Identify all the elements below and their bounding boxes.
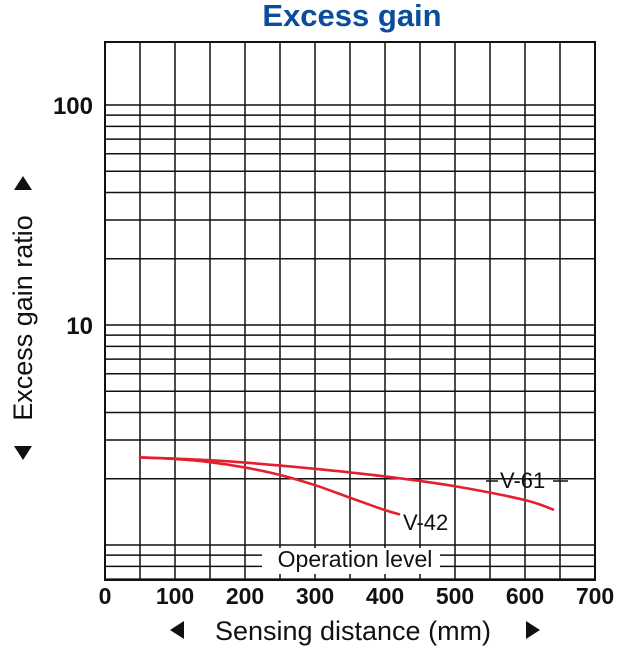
x-axis-title: Sensing distance (mm): [170, 616, 540, 646]
x-tick-label: 300: [296, 583, 334, 609]
plot-frame: [104, 41, 596, 581]
operation-level-label-bg: [262, 548, 440, 574]
series-label-v-61: V-61: [500, 468, 545, 493]
x-tick-label: 700: [576, 583, 614, 609]
left-arrow-icon: [170, 621, 184, 639]
x-axis-label: Sensing distance (mm): [215, 616, 491, 646]
x-tick-label: 0: [99, 583, 112, 609]
y-tick-label: 10: [66, 313, 93, 340]
x-tick-label: 400: [366, 583, 404, 609]
chart-title: Excess gain: [262, 0, 441, 33]
right-arrow-icon: [526, 621, 540, 639]
x-tick-labels: 0 100 200 300 400 500 600 700: [99, 583, 615, 609]
series-line-v-42: [138, 456, 401, 516]
operation-level-label: Operation level: [278, 546, 433, 572]
y-axis-title: Excess gain ratio: [8, 176, 38, 460]
up-arrow-icon: [14, 176, 32, 190]
series-layer: V-61 V-42: [138, 456, 568, 535]
y-tick-labels: 10 100: [53, 93, 93, 340]
y-axis-label: Excess gain ratio: [8, 215, 38, 421]
x-tick-label: 200: [226, 583, 264, 609]
x-tick-label: 600: [506, 583, 544, 609]
down-arrow-icon: [14, 446, 32, 460]
series-line-v-61: [138, 456, 555, 511]
x-tick-label: 100: [156, 583, 194, 609]
series-label-v-42: V-42: [403, 510, 448, 535]
x-tick-label: 500: [436, 583, 474, 609]
y-tick-label: 100: [53, 93, 93, 120]
